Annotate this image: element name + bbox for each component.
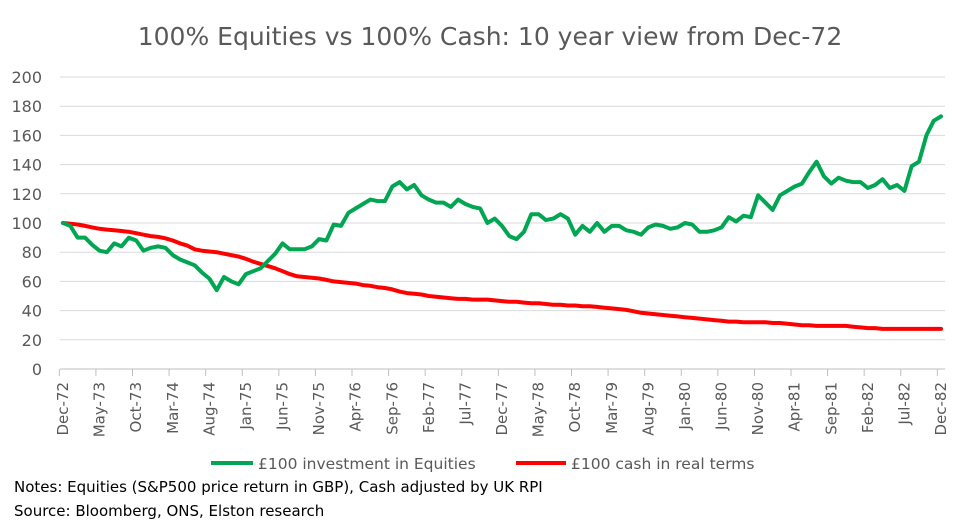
x-tick-label: Sep-76 (383, 382, 401, 435)
y-tick-label: 120 (11, 185, 42, 204)
x-tick-label: Apr-76 (347, 382, 365, 432)
y-tick-label: 20 (22, 331, 42, 350)
x-tick-label: Nov-80 (749, 382, 767, 435)
x-tick-label: May-73 (91, 382, 109, 437)
y-tick-label: 60 (22, 272, 42, 291)
x-axis: Dec-72 May-73 Oct-73 Mar-74 Aug-74 Jan-75 Jun-… (54, 369, 950, 437)
x-tick-label: Mar-79 (603, 382, 621, 434)
x-tick-label: Sep-81 (822, 382, 840, 435)
source-text: Source: Bloomberg, ONS, Elston research (14, 502, 325, 520)
x-tick-label: Feb-82 (859, 382, 877, 433)
series-line-cash (61, 221, 943, 331)
series-line-equities (61, 114, 943, 293)
x-tick-label: Apr-81 (786, 382, 804, 432)
gridlines (60, 76, 945, 370)
x-tick-label: Jul-82 (895, 382, 913, 426)
x-tick-label: Jun-80 (713, 382, 731, 431)
chart-title: 100% Equities vs 100% Cash: 10 year view… (138, 22, 843, 51)
x-tick-label: Jun-75 (274, 382, 292, 431)
y-tick-label: 100 (11, 214, 42, 233)
legend-label-equities: £100 investment in Equities (258, 455, 476, 473)
x-tick-label: Oct-73 (127, 382, 145, 432)
x-tick-label: Aug-79 (639, 382, 657, 436)
x-tick-label: Aug-74 (200, 382, 218, 436)
x-tick-label: May-78 (530, 382, 548, 437)
x-tick-label: Jan-80 (676, 382, 694, 431)
x-tick-label: Oct-78 (566, 382, 584, 432)
y-tick-label: 40 (22, 302, 42, 321)
x-tick-label: Jan-75 (237, 382, 255, 431)
x-tick-label: Dec-77 (493, 382, 511, 436)
y-tick-label: 80 (22, 243, 42, 262)
y-axis: 0 20 40 60 80 100 120 140 160 180 200 (11, 68, 42, 379)
x-tick-label: Mar-74 (164, 382, 182, 434)
legend-label-cash: £100 cash in real terms (571, 455, 754, 473)
y-tick-label: 180 (11, 97, 42, 116)
x-tick-label: Jul-77 (456, 382, 474, 426)
x-tick-label: Dec-82 (932, 382, 950, 436)
y-tick-label: 140 (11, 156, 42, 175)
x-tick-label: Feb-77 (420, 382, 438, 433)
series-lines (61, 114, 943, 331)
y-tick-label: 160 (11, 126, 42, 145)
x-tick-label: Nov-75 (310, 382, 328, 435)
notes-text: Notes: Equities (S&P500 price return in … (14, 478, 543, 496)
x-tick-label: Dec-72 (54, 382, 72, 436)
y-tick-label: 200 (11, 68, 42, 87)
legend: £100 investment in Equities £100 cash in… (211, 455, 754, 473)
y-tick-label: 0 (32, 360, 42, 379)
